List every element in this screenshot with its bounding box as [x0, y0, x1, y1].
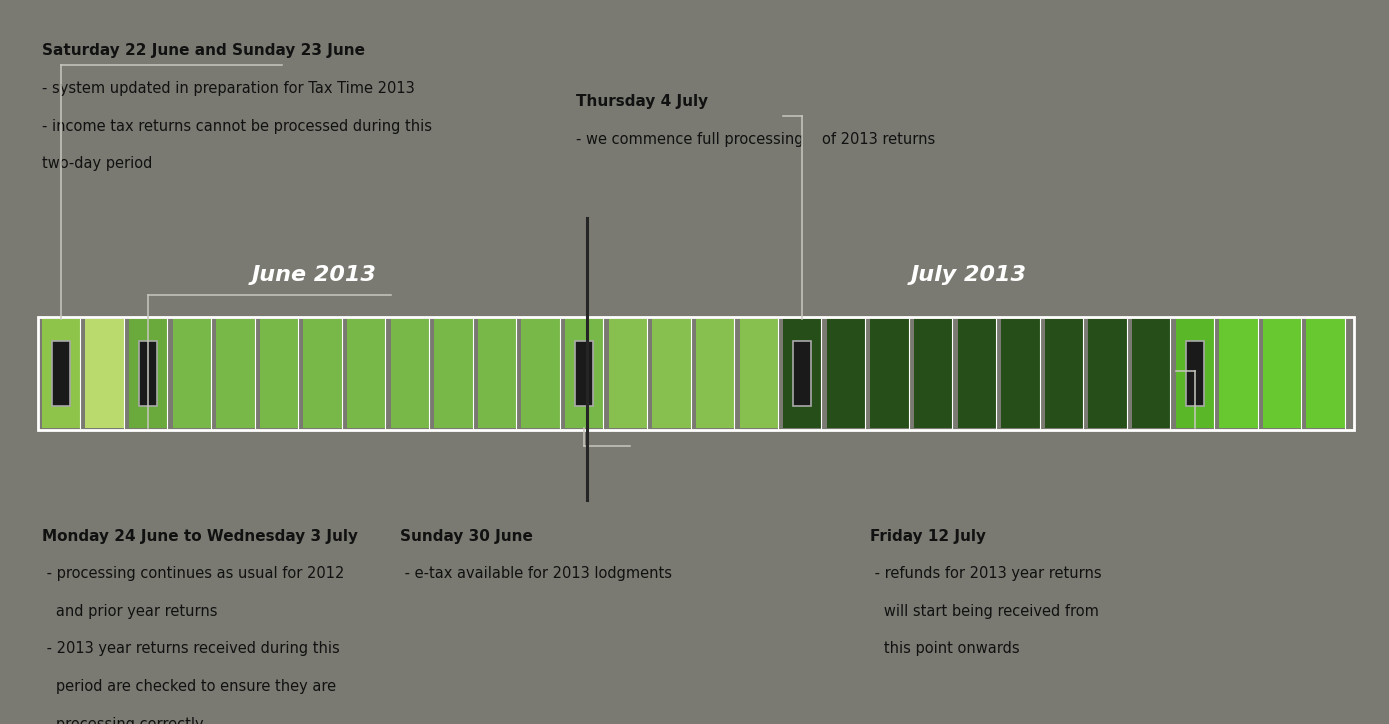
Bar — [957, 319, 996, 428]
Text: period are checked to ensure they are: period are checked to ensure they are — [42, 679, 336, 694]
Bar — [260, 319, 299, 428]
Bar — [521, 319, 560, 428]
Bar — [565, 319, 603, 428]
Text: - processing continues as usual for 2012: - processing continues as usual for 2012 — [42, 566, 344, 581]
Bar — [347, 319, 385, 428]
Bar — [139, 341, 157, 406]
Bar — [1307, 319, 1345, 428]
Text: Thursday 4 July: Thursday 4 July — [576, 94, 708, 109]
Text: - 2013 year returns received during this: - 2013 year returns received during this — [42, 641, 339, 657]
Text: - income tax returns cannot be processed during this: - income tax returns cannot be processed… — [42, 119, 432, 134]
Bar — [608, 319, 647, 428]
Bar — [478, 319, 517, 428]
Bar — [1186, 341, 1204, 406]
Bar — [1263, 319, 1301, 428]
Bar — [38, 317, 1354, 430]
Bar — [85, 319, 124, 428]
Text: June 2013: June 2013 — [251, 265, 376, 285]
Text: processing correctly: processing correctly — [42, 717, 203, 724]
Bar — [1175, 319, 1214, 428]
Text: will start being received from: will start being received from — [870, 604, 1099, 619]
Text: Saturday 22 June and Sunday 23 June: Saturday 22 June and Sunday 23 June — [42, 43, 365, 59]
Bar — [783, 319, 821, 428]
Text: Sunday 30 June: Sunday 30 June — [400, 529, 533, 544]
Bar — [1132, 319, 1171, 428]
Text: Monday 24 June to Wednesday 3 July: Monday 24 June to Wednesday 3 July — [42, 529, 358, 544]
Bar — [42, 319, 81, 428]
Bar — [1089, 319, 1126, 428]
Bar — [1220, 319, 1257, 428]
Bar — [1045, 319, 1083, 428]
Bar — [129, 319, 167, 428]
Bar — [435, 319, 472, 428]
Text: - system updated in preparation for Tax Time 2013: - system updated in preparation for Tax … — [42, 81, 414, 96]
Bar — [303, 319, 342, 428]
Text: - we commence full processing    of 2013 returns: - we commence full processing of 2013 re… — [576, 132, 936, 147]
Bar — [826, 319, 865, 428]
Bar — [793, 341, 811, 406]
Text: this point onwards: this point onwards — [870, 641, 1020, 657]
Text: July 2013: July 2013 — [910, 265, 1026, 285]
Bar — [1001, 319, 1039, 428]
Bar — [696, 319, 735, 428]
Text: Friday 12 July: Friday 12 July — [870, 529, 986, 544]
Bar — [871, 319, 908, 428]
Text: two-day period: two-day period — [42, 156, 151, 172]
Bar — [575, 341, 593, 406]
Bar — [172, 319, 211, 428]
Text: - refunds for 2013 year returns: - refunds for 2013 year returns — [870, 566, 1101, 581]
Bar — [51, 341, 69, 406]
Bar — [390, 319, 429, 428]
Text: and prior year returns: and prior year returns — [42, 604, 217, 619]
Bar — [653, 319, 690, 428]
Bar — [914, 319, 953, 428]
Bar — [739, 319, 778, 428]
Bar — [217, 319, 254, 428]
Text: - e-tax available for 2013 lodgments: - e-tax available for 2013 lodgments — [400, 566, 672, 581]
